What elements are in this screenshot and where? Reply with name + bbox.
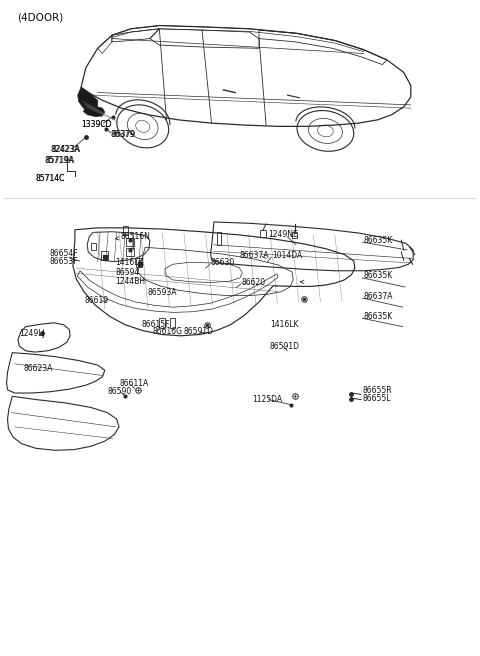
Text: 86637A: 86637A [363, 292, 393, 300]
Text: 86591D: 86591D [183, 327, 213, 337]
Text: 86637A: 86637A [240, 251, 269, 260]
Text: 86655R: 86655R [362, 386, 392, 395]
Text: 86590: 86590 [107, 386, 132, 396]
Text: 1249NE: 1249NE [268, 230, 298, 239]
Bar [292, 232, 298, 238]
Bar [217, 232, 220, 245]
Bar [126, 248, 134, 256]
Text: 1014DA: 1014DA [272, 251, 302, 260]
Text: 86379: 86379 [112, 131, 136, 139]
Text: 86593A: 86593A [147, 289, 177, 297]
Text: 86611A: 86611A [119, 379, 148, 388]
Polygon shape [84, 107, 105, 117]
Text: 1416LK: 1416LK [270, 319, 299, 329]
Text: 86379: 86379 [111, 131, 135, 139]
Text: 86623A: 86623A [23, 364, 52, 373]
Text: (4DOOR): (4DOOR) [17, 12, 63, 22]
Text: 86635K: 86635K [363, 312, 393, 321]
Text: 82423A: 82423A [50, 144, 80, 154]
Text: 85714C: 85714C [36, 174, 65, 183]
Text: 86620: 86620 [241, 278, 265, 287]
Text: 1339CD: 1339CD [81, 120, 111, 129]
Text: 86630: 86630 [211, 258, 235, 267]
Bar [159, 318, 165, 328]
Text: 1125DA: 1125DA [252, 395, 282, 404]
Text: 86619: 86619 [84, 296, 108, 304]
Bar [92, 243, 96, 250]
Text: 85719A: 85719A [45, 155, 74, 165]
Text: 1244BH: 1244BH [116, 277, 146, 286]
Polygon shape [78, 87, 97, 110]
Text: 86655L: 86655L [362, 394, 391, 403]
Text: 86616G: 86616G [152, 327, 182, 337]
Text: 86615F: 86615F [142, 319, 170, 329]
Text: 86654F: 86654F [49, 249, 78, 258]
Text: 85714C: 85714C [35, 174, 64, 183]
Text: 86635K: 86635K [363, 272, 393, 281]
Text: 86591D: 86591D [270, 342, 300, 351]
Text: 86516N: 86516N [120, 232, 150, 241]
Bar [260, 230, 265, 237]
Bar [126, 238, 134, 246]
Text: 1339CD: 1339CD [81, 120, 111, 129]
Bar [136, 258, 142, 267]
Text: 1416LK: 1416LK [116, 258, 144, 268]
Text: 82423A: 82423A [52, 144, 81, 154]
Bar [170, 318, 176, 328]
Text: 86653F: 86653F [49, 256, 78, 266]
Bar [101, 251, 108, 260]
Text: 85719A: 85719A [46, 155, 75, 165]
Text: 86635K: 86635K [363, 236, 393, 245]
Text: 86594: 86594 [116, 268, 140, 277]
Text: 1249LJ: 1249LJ [19, 329, 45, 338]
Bar [123, 226, 128, 235]
